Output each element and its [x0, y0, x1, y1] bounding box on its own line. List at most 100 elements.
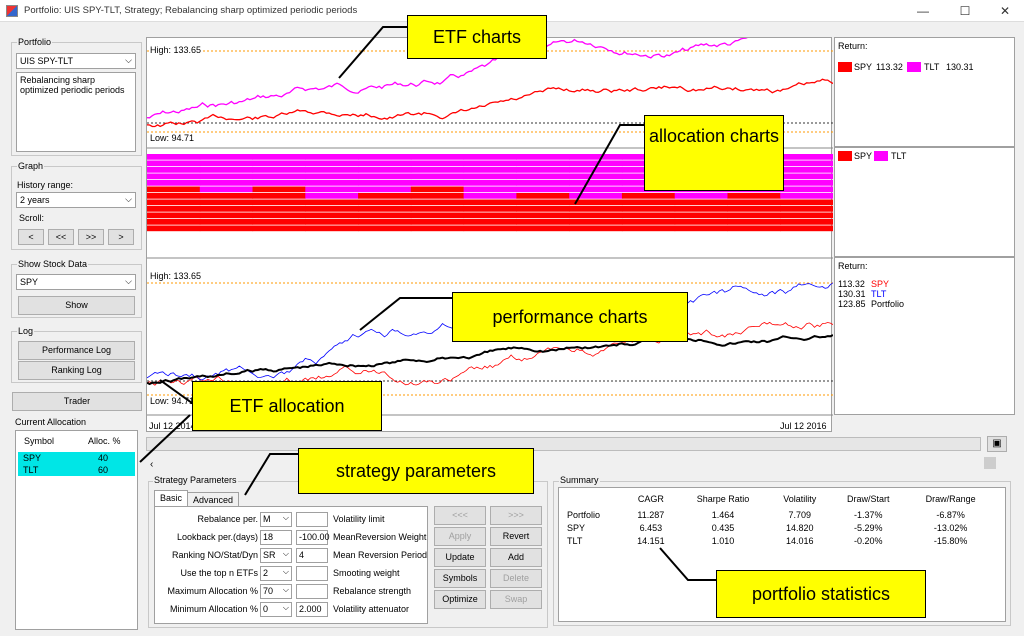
portfolio-label: Portfolio: [17, 37, 53, 47]
update-button[interactable]: Update: [434, 548, 486, 567]
optimize-button[interactable]: Optimize: [434, 590, 486, 609]
param-input[interactable]: 4: [296, 548, 328, 563]
param-combo[interactable]: M ⌵: [260, 512, 292, 527]
add-button[interactable]: Add: [490, 548, 542, 567]
stock-select[interactable]: SPY ⌵: [16, 274, 136, 290]
perf-tlt-value: 130.31: [838, 289, 866, 299]
performance-log-button[interactable]: Performance Log: [18, 341, 135, 360]
param-row: Use the top n ETFs 2 ⌵ Smooting weight: [146, 565, 436, 583]
portfolio-group: [11, 42, 142, 156]
param-combo-value: SR: [263, 550, 276, 560]
callout-portfolio-statistics: portfolio statistics: [716, 570, 926, 618]
allocation-cell: [305, 212, 359, 219]
param-label: Use the top n ETFs: [180, 568, 258, 578]
allocation-cell: [199, 160, 254, 167]
allocation-cell: [199, 180, 254, 186]
history-range-select[interactable]: 2 years ⌵: [16, 192, 136, 208]
param-label: Minimum Allocation %: [169, 604, 258, 614]
etf-high-label: High: 133.65: [150, 45, 202, 55]
param-input[interactable]: -100.00: [296, 530, 330, 545]
chevron-down-icon: ⌵: [282, 513, 289, 522]
allocation-cell: [463, 193, 517, 199]
allocation-cell: [569, 199, 623, 206]
allocation-cell: [358, 173, 412, 180]
scroll-fast-right-button[interactable]: >>: [78, 229, 104, 245]
allocation-cell: [252, 154, 306, 160]
allocation-list[interactable]: Symbol Alloc. % SPY 40 TLT 60: [15, 430, 138, 630]
minimize-button[interactable]: —: [917, 4, 929, 18]
chevron-down-icon: ⌵: [125, 55, 132, 65]
allocation-cell: [147, 193, 201, 199]
allocation-cell: [674, 193, 728, 199]
allocation-cell: [199, 193, 254, 199]
param-right-label: Volatility attenuator: [333, 604, 410, 614]
allocation-cell: [252, 212, 306, 219]
allocation-cell: [305, 219, 359, 225]
allocation-cell: [147, 154, 201, 160]
allocation-cell: [463, 154, 517, 160]
allocation-cell: [305, 206, 359, 212]
scroll-fast-left-button[interactable]: <<: [48, 229, 74, 245]
ranking-log-button[interactable]: Ranking Log: [18, 361, 135, 380]
allocation-cell: [199, 219, 254, 225]
swap-button[interactable]: Swap: [490, 590, 542, 609]
scroll-left-button[interactable]: <: [18, 229, 44, 245]
list-item[interactable]: SPY 40: [18, 452, 135, 464]
callout-strategy-parameters: strategy parameters: [298, 448, 534, 494]
portfolio-select[interactable]: UIS SPY-TLT ⌵: [16, 53, 136, 69]
progress-bar: [146, 437, 981, 451]
charts-panel: High: 133.65 Low: 94.71 High: 133.65 Low…: [146, 37, 833, 432]
allocation-cell: [569, 225, 623, 232]
list-item[interactable]: TLT 60: [18, 464, 135, 476]
next-strategy-button[interactable]: >>>: [490, 506, 542, 525]
spy-swatch: [838, 62, 852, 72]
table-cell: TLT: [567, 535, 583, 546]
callout-etf-charts: ETF charts: [407, 15, 547, 59]
apply-button[interactable]: Apply: [434, 527, 486, 546]
allocation-cell: [252, 199, 306, 206]
table-cell: 6.453: [639, 522, 663, 533]
prev-strategy-button[interactable]: <<<: [434, 506, 486, 525]
table-row: Portfolio 11.287 1.464 7.709 -1.37% -6.8…: [565, 508, 995, 521]
scrollbar-thumb[interactable]: [984, 457, 996, 469]
param-input[interactable]: 2.000: [296, 602, 328, 617]
table-cell: 11.287: [637, 509, 665, 520]
param-input[interactable]: [296, 584, 328, 599]
table-cell: -13.02%: [933, 522, 968, 533]
scroll-right-button[interactable]: >: [108, 229, 134, 245]
allocation-cell: [780, 193, 833, 199]
allocation-cell: [199, 167, 254, 173]
summary-label: Summary: [559, 475, 600, 485]
param-combo[interactable]: 0 ⌵: [260, 602, 292, 617]
close-button[interactable]: ✕: [999, 4, 1011, 18]
param-combo[interactable]: 70 ⌵: [260, 584, 292, 599]
param-combo[interactable]: SR ⌵: [260, 548, 292, 563]
allocation-cell: [780, 186, 833, 193]
table-cell: -1.37%: [853, 509, 883, 520]
symbols-button[interactable]: Symbols: [434, 569, 486, 588]
allocation-cell: [516, 212, 570, 219]
alloc-percent: 40: [98, 453, 109, 463]
perf-low-label: Low: 94.71: [150, 396, 195, 406]
trader-button[interactable]: Trader: [12, 392, 142, 411]
current-allocation-label: Current Allocation: [15, 417, 87, 427]
param-input[interactable]: 18: [260, 530, 292, 545]
chart-copy-icon[interactable]: ▣: [987, 436, 1007, 452]
maximize-button[interactable]: ☐: [959, 4, 971, 18]
param-combo[interactable]: 2 ⌵: [260, 566, 292, 581]
allocation-cell: [569, 160, 623, 167]
show-button[interactable]: Show: [18, 296, 135, 315]
delete-button[interactable]: Delete: [490, 569, 542, 588]
revert-button[interactable]: Revert: [490, 527, 542, 546]
scroll-left-icon[interactable]: ‹: [150, 459, 154, 470]
callout-allocation-charts: allocation charts: [644, 115, 784, 191]
allocation-cell: [516, 186, 570, 193]
param-input[interactable]: [296, 512, 328, 527]
param-right-label: MeanReversion Weight: [333, 532, 427, 542]
perf-tlt-name: TLT: [871, 289, 887, 299]
param-input[interactable]: [296, 566, 328, 581]
param-combo-value: 0: [263, 604, 269, 614]
allocation-cell: [410, 154, 465, 160]
allocation-cell: [358, 160, 412, 167]
